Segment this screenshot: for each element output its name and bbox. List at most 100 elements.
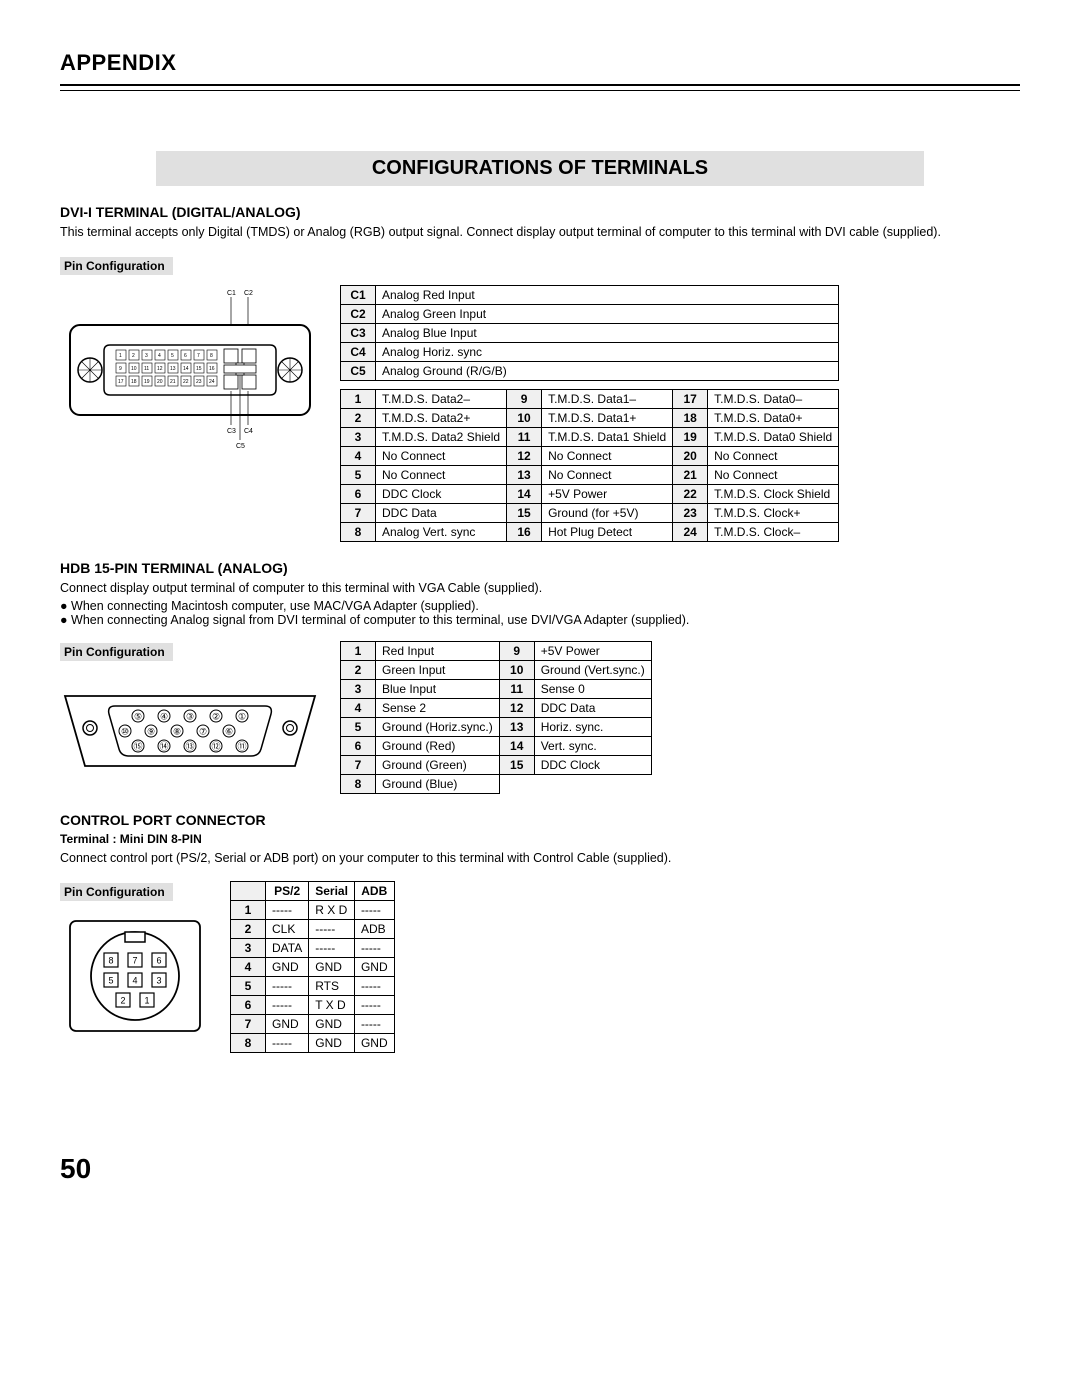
pin-config-label-3: Pin Configuration [60,883,173,901]
cell-val: Sense 2 [376,698,500,717]
header-rule [60,84,1020,91]
svg-text:16: 16 [209,366,215,372]
cell-num: 4 [341,698,376,717]
svg-text:⑫: ⑫ [211,741,220,751]
cell-val: T.M.D.S. Clock Shield [708,484,839,503]
cell-val: ----- [309,938,355,957]
svg-text:⑬: ⑬ [185,741,194,751]
cell-val: ----- [309,919,355,938]
svg-text:7: 7 [197,353,200,359]
svg-text:5: 5 [171,353,174,359]
svg-text:23: 23 [196,379,202,385]
dvi-c-table: C1Analog Red InputC2Analog Green InputC3… [340,285,839,381]
cell-val: RTS [309,976,355,995]
svg-text:⑧: ⑧ [173,726,181,736]
cell-num: 11 [507,427,542,446]
svg-text:21: 21 [170,379,176,385]
din-diagram: 876 543 21 [60,911,210,1041]
svg-text:⑦: ⑦ [199,726,207,736]
cell-val: Analog Green Input [376,304,839,323]
svg-text:17: 17 [118,379,124,385]
cell-num: 1 [231,900,266,919]
svg-text:13: 13 [170,366,176,372]
cell-num: 1 [341,641,376,660]
svg-text:19: 19 [144,379,150,385]
header-cell [231,881,266,900]
cell-num: 3 [341,679,376,698]
cell-num: 16 [507,522,542,541]
svg-text:4: 4 [158,353,161,359]
cell-num: 18 [673,408,708,427]
pin-config-label-2: Pin Configuration [60,643,173,661]
dvi-main-table: 1T.M.D.S. Data2–9T.M.D.S. Data1–17T.M.D.… [340,389,839,542]
page-header: APPENDIX [60,50,1020,76]
cell-val: Ground (Blue) [376,774,500,793]
cell-num: 1 [341,389,376,408]
svg-text:②: ② [212,711,220,721]
cell-num: 13 [499,717,534,736]
cell-num: 7 [231,1014,266,1033]
svg-text:20: 20 [157,379,163,385]
svg-text:24: 24 [209,379,215,385]
cell-val: DDC Clock [376,484,507,503]
cell-val: ----- [354,976,394,995]
cell-val: Hot Plug Detect [542,522,673,541]
pin-config-label: Pin Configuration [60,257,173,275]
cell-num: 15 [507,503,542,522]
dvi-main-body: 1T.M.D.S. Data2–9T.M.D.S. Data1–17T.M.D.… [341,389,839,541]
cell-val: ----- [354,900,394,919]
section-hdb-body: Connect display output terminal of compu… [60,580,1020,597]
section-ctrl-body: Connect control port (PS/2, Serial or AD… [60,850,1020,867]
cell-val: T.M.D.S. Data2– [376,389,507,408]
svg-text:9: 9 [119,366,122,372]
cell-val: Analog Red Input [376,285,839,304]
cell-val: ----- [266,995,309,1014]
cell-val: No Connect [376,446,507,465]
cell-val: GND [309,1014,355,1033]
cell-val: +5V Power [534,641,651,660]
cell-val: No Connect [376,465,507,484]
svg-text:2: 2 [120,995,125,1005]
svg-text:12: 12 [157,366,163,372]
cell-num: 2 [341,408,376,427]
cell-num: 8 [341,522,376,541]
cell-val: Analog Horiz. sync [376,342,839,361]
c5-label: C5 [236,443,245,450]
svg-text:1: 1 [119,353,122,359]
cell-num: 14 [499,736,534,755]
cell-num: 8 [231,1033,266,1052]
cell-val: Red Input [376,641,500,660]
cell-num: 2 [231,919,266,938]
cell-val: T.M.D.S. Data1+ [542,408,673,427]
cell-num: 3 [341,427,376,446]
svg-text:⑨: ⑨ [147,726,155,736]
cell-num: 5 [341,717,376,736]
cell-num: 13 [507,465,542,484]
cell-num: 6 [341,736,376,755]
cell-val: ----- [266,1033,309,1052]
cell-num: 20 [673,446,708,465]
cell-val: DATA [266,938,309,957]
ctrl-table: PS/2SerialADB 1-----R X D-----2CLK-----A… [230,881,395,1053]
svg-text:10: 10 [131,366,137,372]
cell-num: 3 [231,938,266,957]
cell-num: 19 [673,427,708,446]
svg-text:4: 4 [132,975,137,985]
cell-val: DDC Clock [534,755,651,774]
cell-val: +5V Power [542,484,673,503]
cell-num: 14 [507,484,542,503]
c2-label: C2 [244,290,253,297]
cell-num: 5 [231,976,266,995]
cell-val: ----- [266,976,309,995]
cell-num: C5 [341,361,376,380]
cell-val: ADB [354,919,394,938]
page-number: 50 [60,1153,1020,1185]
cell-val: GND [266,1014,309,1033]
svg-text:⑥: ⑥ [225,726,233,736]
svg-text:③: ③ [186,711,194,721]
cell-num: 8 [341,774,376,793]
svg-text:18: 18 [131,379,137,385]
cell-val: No Connect [708,446,839,465]
ctrl-body: 1-----R X D-----2CLK-----ADB3DATA-------… [231,900,395,1052]
svg-text:6: 6 [184,353,187,359]
